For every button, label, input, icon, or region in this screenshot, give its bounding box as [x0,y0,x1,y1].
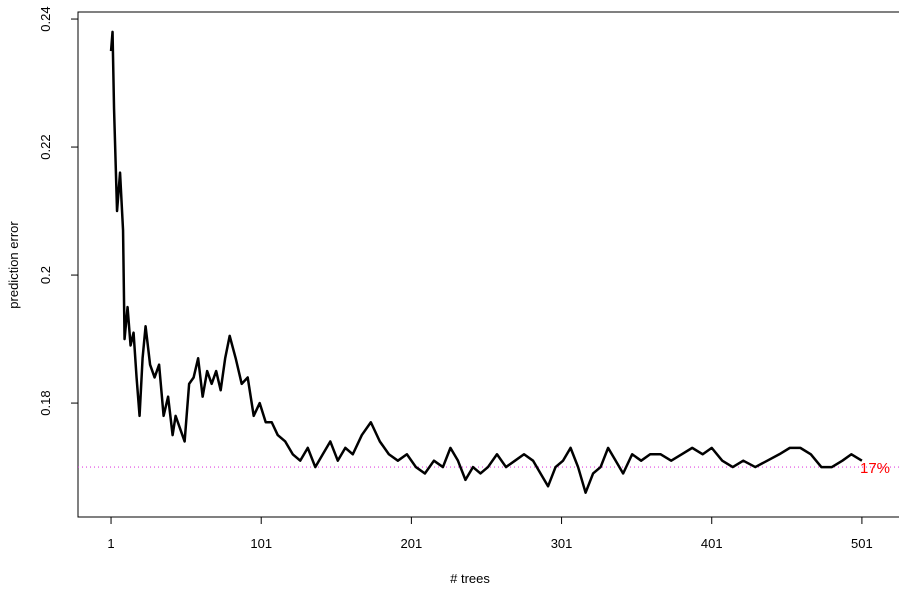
x-tick-label: 201 [401,536,423,551]
x-tick-label: 401 [701,536,723,551]
plot-frame [77,11,899,518]
x-axis-title: # trees [450,571,490,586]
y-tick-label: 0.18 [38,390,53,415]
y-tick-label: 0.24 [38,6,53,31]
x-tick-label: 1 [107,536,114,551]
x-tick-label: 501 [851,536,873,551]
y-axis-title: prediction error [6,221,21,309]
y-tick-label: 0.2 [38,266,53,284]
y-tick-label: 0.22 [38,134,53,159]
x-tick-label: 101 [250,536,272,551]
error-line [109,30,863,494]
x-tick-label: 301 [551,536,573,551]
reference-label: 17% [860,460,890,477]
